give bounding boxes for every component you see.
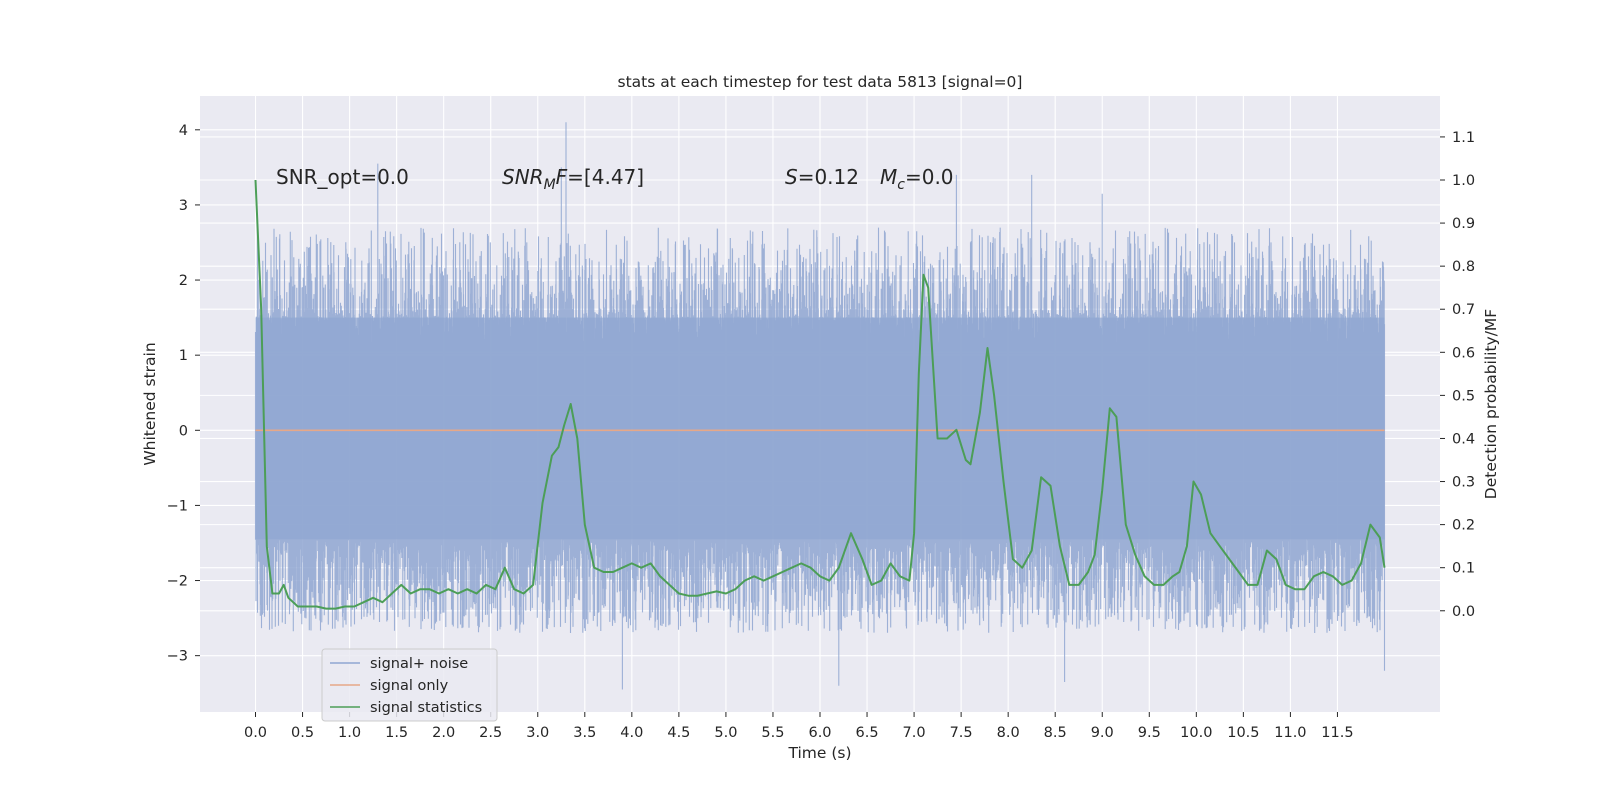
x-tick-label: 5.5 (761, 725, 784, 741)
legend-box (321, 648, 498, 722)
x-tick-label: 2.5 (479, 725, 502, 741)
snr-mf-value: =[4.47] (567, 165, 644, 189)
legend-label-signal-statistics: signal statistics (370, 700, 482, 716)
y-tick-label-left: 1 (179, 348, 188, 364)
y-tick-label-right: 0.8 (1452, 259, 1475, 275)
x-tick-label: 0.0 (244, 725, 267, 741)
s-value: =0.12 (798, 165, 859, 189)
x-tick-label: 6.5 (856, 725, 879, 741)
y-axis-right-title: Detection probability/MF (1482, 309, 1500, 500)
x-tick-label: 6.0 (808, 725, 831, 741)
s-symbol: S (785, 165, 798, 189)
noise-core-band (255, 317, 1385, 540)
mc-subscript: c (897, 177, 905, 193)
annotation-s: S=0.12 (785, 165, 859, 189)
y-axis-right-ticks: 0.0 0.1 0.2 0.3 0.4 0.5 0.6 0.7 0.8 0.9 1.0 1.1 (1440, 130, 1475, 620)
legend: signal+ noise signal only signal statist… (321, 648, 498, 722)
series-signal-statistics (254, 179, 1386, 610)
chart-title: stats at each timestep for test data 581… (618, 73, 1023, 91)
annotation-mc: Mc=0.0 (880, 165, 954, 193)
x-tick-label: 9.0 (1091, 725, 1114, 741)
snr-mf-subscript: M (544, 177, 556, 193)
y-tick-label-right: 1.1 (1452, 130, 1475, 146)
x-tick-label: 4.5 (667, 725, 690, 741)
y-tick-label-left: 4 (179, 123, 188, 139)
y-axis-left-ticks: −3 −2 −1 0 1 2 3 4 (167, 123, 200, 665)
mc-value: =0.0 (905, 165, 954, 189)
x-tick-label: 5.0 (714, 725, 737, 741)
signal-statistics-line (254, 179, 1386, 610)
y-tick-label-right: 0.2 (1452, 518, 1475, 534)
snr-mf-symbol: SNR (502, 165, 544, 189)
x-tick-label: 7.0 (903, 725, 926, 741)
y-tick-label-right: 0.1 (1452, 561, 1475, 577)
y-tick-label-right: 0.4 (1452, 431, 1475, 447)
x-tick-label: 7.5 (950, 725, 973, 741)
mc-symbol: M (880, 165, 897, 189)
x-axis-ticks: 0.0 0.5 1.0 1.5 2.0 2.5 3.0 3.5 4.0 4.5 5.0 5.5 6.0 6… (244, 712, 1354, 741)
y-tick-label-left: −2 (167, 574, 188, 590)
y-tick-label-left: 0 (179, 423, 188, 439)
series-signal-noise (254, 122, 1386, 690)
x-tick-label: 10.0 (1180, 725, 1212, 741)
y-tick-label-left: 2 (179, 273, 188, 289)
x-tick-label: 4.0 (620, 725, 643, 741)
x-tick-label: 11.0 (1274, 725, 1306, 741)
y-tick-label-right: 0.7 (1452, 302, 1475, 318)
snr-mf-suffix: F (556, 165, 568, 189)
x-tick-label: 11.5 (1321, 725, 1353, 741)
y-axis-left-title: Whitened strain (141, 342, 159, 465)
x-tick-label: 1.0 (338, 725, 361, 741)
y-tick-label-right: 0.0 (1452, 604, 1475, 620)
y-tick-label-left: 3 (179, 198, 188, 214)
x-tick-label: 0.5 (291, 725, 314, 741)
annotation-snr-opt: SNR_opt=0.0 (276, 165, 409, 189)
x-tick-label: 3.0 (526, 725, 549, 741)
x-tick-label: 3.5 (573, 725, 596, 741)
y-tick-label-left: −1 (167, 498, 188, 514)
y-tick-label-left: −3 (167, 649, 188, 665)
y-tick-label-right: 0.9 (1452, 216, 1475, 232)
x-tick-label: 2.0 (432, 725, 455, 741)
y-tick-label-right: 0.3 (1452, 475, 1475, 491)
x-tick-label: 8.5 (1044, 725, 1067, 741)
annotation-snr-mf: SNRMF=[4.47] (502, 165, 644, 193)
legend-label-signal-only: signal only (370, 678, 449, 694)
x-axis-title: Time (s) (787, 744, 851, 762)
x-tick-label: 8.0 (997, 725, 1020, 741)
x-tick-label: 9.5 (1138, 725, 1161, 741)
legend-label-signal-noise: signal+ noise (370, 656, 468, 672)
x-tick-label: 10.5 (1227, 725, 1259, 741)
y-tick-label-right: 0.6 (1452, 345, 1475, 361)
x-tick-label: 1.5 (385, 725, 408, 741)
y-tick-label-right: 0.5 (1452, 388, 1475, 404)
y-tick-label-right: 1.0 (1452, 173, 1475, 189)
